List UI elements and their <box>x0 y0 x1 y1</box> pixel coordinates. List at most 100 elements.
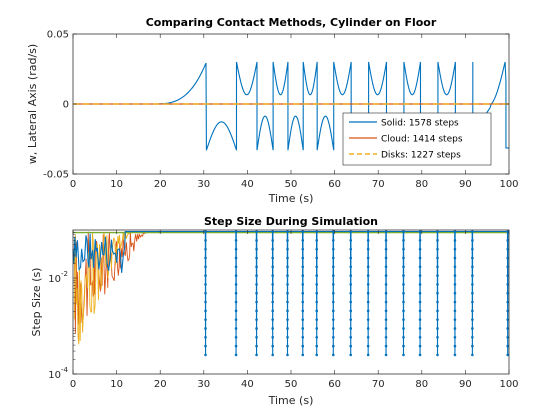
series-solid-step-marker <box>286 230 289 233</box>
top-x-tick-label: 90 <box>459 179 472 190</box>
series-solid-step-marker <box>366 247 370 251</box>
bottom-x-tick-label: 0 <box>70 379 76 390</box>
series-solid-step-marker <box>234 230 238 233</box>
series-solid-step-marker <box>384 335 388 339</box>
series-solid-step-marker <box>506 318 509 321</box>
top-x-tick-label: 10 <box>110 179 123 190</box>
series-solid-step-marker <box>234 300 238 304</box>
legend-label-disks: Disks: 1227 steps <box>381 151 461 161</box>
series-solid-step-marker <box>331 283 335 286</box>
series-solid-step-marker <box>366 353 370 357</box>
series-solid-step-marker <box>436 318 439 321</box>
series-solid-step-marker <box>204 283 207 286</box>
series-solid-step-marker <box>315 239 319 242</box>
bottom-x-tick-label: 90 <box>459 379 472 390</box>
series-solid-step-marker <box>204 291 207 295</box>
series-solid-step-marker <box>506 335 509 339</box>
series-solid-step-marker <box>286 300 289 304</box>
series-solid-step-marker <box>234 291 238 295</box>
top-y-tick-label: 0 <box>63 100 69 111</box>
series-solid-step-marker <box>384 353 388 357</box>
series-solid-step-marker <box>453 300 457 304</box>
top-legend: Solid: 1578 steps Cloud: 1414 steps Disk… <box>342 112 492 166</box>
series-solid-step-marker <box>471 256 474 260</box>
series-solid-step-marker <box>418 300 422 304</box>
top-x-axis-label: Time (s) <box>268 192 314 205</box>
series-solid-step-marker <box>331 239 335 242</box>
series-solid-step-marker <box>315 318 319 321</box>
top-chart-title: Comparing Contact Methods, Cylinder on F… <box>146 16 437 29</box>
series-solid-step-marker <box>418 335 422 339</box>
bottom-y-tick-label: 10 <box>48 274 61 285</box>
top-axes: Comparing Contact Methods, Cylinder on F… <box>26 16 519 205</box>
series-solid-step-marker <box>204 300 207 304</box>
series-solid-step-marker <box>271 344 274 348</box>
series-solid-step-marker <box>402 265 405 269</box>
series-solid-step-marker <box>255 335 258 339</box>
series-solid-step-marker <box>436 353 439 357</box>
series-solid-step-marker <box>453 283 457 286</box>
series-solid-step-marker <box>271 247 274 251</box>
series-solid-step-marker <box>234 353 238 357</box>
series-solid-step-marker <box>418 309 422 313</box>
series-solid-step-marker <box>453 309 457 313</box>
series-solid-step-marker <box>271 274 274 277</box>
series-solid-step-marker <box>384 256 388 260</box>
series-solid-step-marker <box>402 256 405 260</box>
series-solid-step-marker <box>331 344 335 348</box>
series-solid-step-marker <box>349 300 353 304</box>
series-solid-step-marker <box>471 300 474 304</box>
series-solid-step-marker <box>315 291 319 295</box>
series-solid-step-marker <box>255 256 258 260</box>
series-solid-step-marker <box>331 309 335 313</box>
series-solid-step-marker <box>301 344 305 348</box>
series-solid-step-marker <box>402 318 405 321</box>
series-solid-step-marker <box>255 353 258 357</box>
series-solid-step-marker <box>331 230 335 233</box>
series-solid-step-marker <box>402 344 405 348</box>
legend-label-solid: Solid: 1578 steps <box>381 119 459 129</box>
series-solid-step-marker <box>366 335 370 339</box>
series-solid-step-marker <box>453 353 457 357</box>
series-solid-step-marker <box>366 239 370 242</box>
bottom-axes: Step Size During Simulation 0 10 20 30 40 50 6… <box>30 215 519 407</box>
top-y-tick-label: 0.05 <box>47 30 69 41</box>
series-solid-step-marker <box>271 230 274 233</box>
series-solid-step-marker <box>255 291 258 295</box>
series-solid-step-marker <box>384 327 388 330</box>
series-solid-step-marker <box>271 309 274 313</box>
series-solid-step-marker <box>255 230 258 233</box>
series-solid-step-marker <box>471 247 474 251</box>
series-solid-step-marker <box>331 265 335 269</box>
series-solid-step-marker <box>315 353 319 357</box>
series-solid-step-marker <box>349 239 353 242</box>
series-solid-step-marker <box>418 256 422 260</box>
series-solid-step-marker <box>453 265 457 269</box>
series-solid-step-marker <box>384 265 388 269</box>
series-solid-step-marker <box>286 256 289 260</box>
series-solid-step-marker <box>204 256 207 260</box>
series-solid-step-marker <box>301 283 305 286</box>
series-solid-step-marker <box>301 274 305 277</box>
series-solid-step-marker <box>349 327 353 330</box>
series-solid-step-marker <box>384 318 388 321</box>
series-solid-step-marker <box>506 291 509 295</box>
series-solid-step-marker <box>436 291 439 295</box>
series-solid-step-marker <box>471 283 474 286</box>
series-solid-step-marker <box>286 247 289 251</box>
series-solid-step-marker <box>453 335 457 339</box>
series-solid-step-marker <box>349 309 353 313</box>
bottom-y-tick-exponent: -4 <box>61 366 69 374</box>
series-solid-step-marker <box>315 344 319 348</box>
series-solid-step-marker <box>506 344 509 348</box>
series-solid-step-marker <box>506 327 509 330</box>
series-solid-step-marker <box>315 335 319 339</box>
top-x-tick-label: 80 <box>415 179 428 190</box>
series-solid-step-marker <box>315 265 319 269</box>
series-solid-step-marker <box>418 283 422 286</box>
series-solid-step-marker <box>349 344 353 348</box>
bottom-x-tick-label: 10 <box>110 379 123 390</box>
series-solid-step-marker <box>255 239 258 242</box>
series-solid-step-marker <box>331 291 335 295</box>
